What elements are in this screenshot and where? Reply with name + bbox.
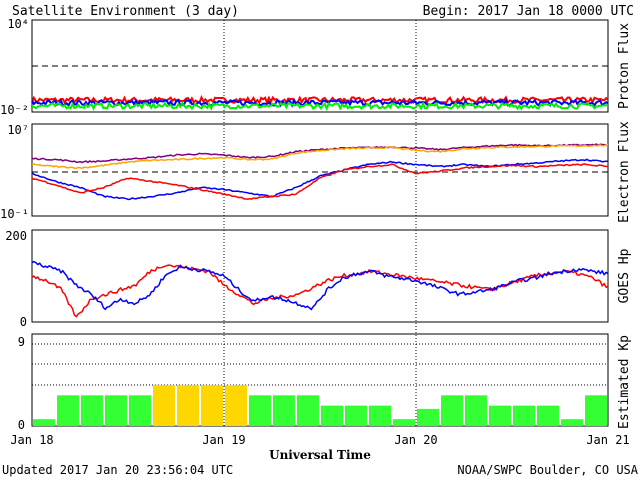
credit-text: NOAA/SWPC Boulder, CO USA — [457, 463, 638, 477]
xaxis-label: Universal Time — [269, 448, 371, 462]
kp-bar-03-06 — [57, 395, 79, 426]
electron-flux-ylabel: Electron Flux — [617, 121, 632, 223]
hp-series-red — [31, 264, 609, 318]
kp-bar-66-69 — [561, 419, 583, 426]
kp-bar-42-45 — [369, 405, 391, 426]
kp-bar-15-18 — [153, 385, 175, 426]
kp-panel — [31, 333, 609, 427]
kp-ylabel: Estimated Kp — [617, 335, 632, 429]
kp-bar-30-33 — [273, 395, 295, 426]
proton-series-green — [31, 100, 609, 112]
kp-bar-00-03 — [33, 419, 55, 426]
hp-series-blue — [31, 260, 609, 311]
kp-ytick-top: 9 — [18, 335, 25, 349]
proton-ytick-bottom: 10⁻² — [0, 103, 29, 117]
electron-flux-panel — [31, 123, 609, 217]
kp-bar-18-21 — [177, 385, 199, 426]
kp-bar-24-27 — [225, 385, 247, 426]
electron-series-purple — [31, 143, 609, 164]
electron-series-orange — [31, 143, 609, 170]
electron-ytick-bottom: 10⁻¹ — [0, 207, 29, 221]
proton-flux-series — [31, 94, 609, 112]
kp-bar-51-54 — [441, 395, 463, 426]
kp-bar-36-39 — [321, 405, 343, 426]
kp-bar-09-12 — [105, 395, 127, 426]
electron-flux-series — [31, 143, 609, 201]
kp-bar-54-57 — [465, 395, 487, 426]
kp-bar-60-63 — [513, 405, 535, 426]
day-separators — [223, 20, 417, 426]
xtick-jan18: Jan 18 — [10, 433, 53, 447]
kp-bar-33-36 — [297, 395, 319, 426]
electron-series-blue — [31, 158, 608, 201]
kp-bar-39-42 — [345, 405, 367, 426]
electron-ytick-top: 10⁷ — [7, 123, 29, 137]
kp-bar-69-72 — [585, 395, 607, 426]
kp-bar-27-30 — [249, 395, 271, 426]
proton-series-blue — [31, 97, 609, 108]
xtick-jan21: Jan 21 — [586, 433, 629, 447]
proton-flux-ylabel: Proton Flux — [617, 23, 632, 109]
xtick-jan19: Jan 19 — [202, 433, 245, 447]
hp-ytick-bottom: 0 — [20, 315, 27, 329]
proton-flux-panel — [31, 19, 609, 113]
goes-hp-series — [31, 260, 609, 318]
kp-gridlines — [32, 343, 608, 386]
proton-ytick-top: 10⁴ — [7, 17, 29, 31]
hp-ytick-top: 200 — [5, 229, 27, 243]
kp-bar-57-60 — [489, 405, 511, 426]
xtick-jan20: Jan 20 — [394, 433, 437, 447]
proton-series-red — [31, 94, 609, 106]
begin-date: Begin: 2017 Jan 18 0000 UTC — [423, 4, 634, 19]
updated-timestamp: Updated 2017 Jan 20 23:56:04 UTC — [2, 463, 233, 477]
goes-hp-ylabel: GOES Hp — [617, 248, 632, 303]
kp-bar-63-66 — [537, 405, 559, 426]
goes-hp-panel — [31, 229, 609, 323]
kp-bar-48-51 — [417, 408, 439, 426]
kp-bar-12-15 — [129, 395, 151, 426]
kp-bar-06-09 — [81, 395, 103, 426]
kp-bar-45-48 — [393, 419, 415, 426]
kp-bar-21-24 — [201, 385, 223, 426]
kp-bars — [33, 385, 607, 426]
chart-title: Satellite Environment (3 day) — [12, 4, 239, 19]
electron-series-red — [31, 163, 609, 200]
kp-ytick-bottom: 0 — [18, 418, 25, 432]
